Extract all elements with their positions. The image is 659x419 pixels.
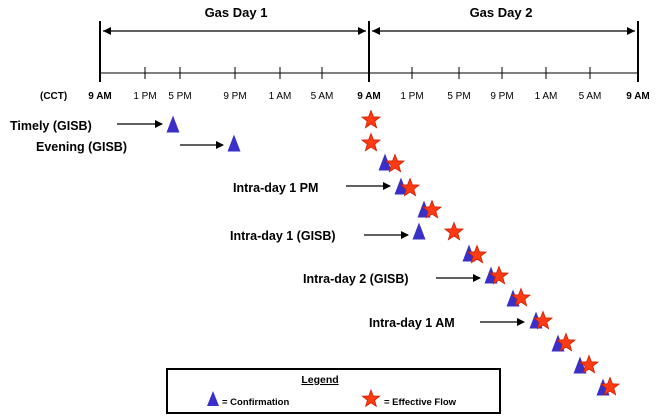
cycle-intraday-1am: Intra-day 1 AM bbox=[369, 316, 525, 330]
timeline-tick-label: 1 PM bbox=[400, 91, 423, 102]
gas-day-1-span bbox=[99, 21, 366, 62]
legend: Legend = Confirmation = Effective Flow bbox=[166, 368, 501, 414]
effective-flow-marker bbox=[421, 199, 443, 219]
confirmation-marker bbox=[573, 356, 587, 374]
event-markers bbox=[166, 109, 621, 396]
legend-confirmation-icon bbox=[207, 391, 219, 406]
cycle-label-intraday-2-gisb: Intra-day 2 (GISB) bbox=[303, 272, 409, 286]
cycle-intraday-1-gisb: Intra-day 1 (GISB) bbox=[230, 229, 409, 243]
cycle-label-intraday-1-gisb: Intra-day 1 (GISB) bbox=[230, 229, 336, 243]
gas-day-2-span bbox=[368, 21, 639, 82]
cycle-intraday-2-gisb: Intra-day 2 (GISB) bbox=[303, 272, 481, 286]
effective-flow-marker bbox=[578, 354, 600, 374]
legend-box bbox=[166, 368, 501, 414]
effective-flow-marker bbox=[466, 244, 488, 264]
timeline-tick-label: 9 PM bbox=[490, 91, 513, 102]
cycle-label-timely: Timely (GISB) bbox=[10, 119, 92, 133]
timeline-tick-label: 1 AM bbox=[269, 91, 292, 102]
timeline-tick-label: 9 AM bbox=[626, 91, 650, 102]
confirmation-marker bbox=[394, 177, 408, 195]
effective-flow-marker bbox=[399, 177, 421, 197]
cycle-timely: Timely (GISB) bbox=[10, 119, 163, 133]
timeline-axis: 9 AM 1 PM 5 PM 9 PM 1 AM 5 AM 9 AM 1 PM 5 PM 9 PM… bbox=[88, 62, 650, 102]
timezone-label: (CCT) bbox=[40, 91, 67, 102]
effective-flow-marker bbox=[360, 132, 382, 152]
effective-flow-marker bbox=[510, 287, 532, 307]
confirmation-marker bbox=[378, 153, 392, 171]
cycle-evening: Evening (GISB) bbox=[36, 140, 224, 154]
cycle-label-intraday-1am: Intra-day 1 AM bbox=[369, 316, 455, 330]
effective-flow-marker bbox=[532, 310, 554, 330]
timeline-tick-label: 5 AM bbox=[311, 91, 334, 102]
legend-effective-flow-icon bbox=[361, 388, 381, 408]
legend-title: Legend bbox=[301, 374, 338, 386]
confirmation-marker bbox=[166, 115, 180, 133]
effective-flow-marker bbox=[384, 153, 406, 173]
timeline-tick-label: 9 AM bbox=[357, 91, 381, 102]
effective-flow-marker bbox=[599, 376, 621, 396]
effective-flow-marker bbox=[555, 332, 577, 352]
timeline-tick-label: 9 AM bbox=[88, 91, 112, 102]
cycle-label-intraday-1pm: Intra-day 1 PM bbox=[233, 181, 318, 195]
cycle-label-evening: Evening (GISB) bbox=[36, 140, 127, 154]
timeline-tick-label: 5 PM bbox=[168, 91, 191, 102]
confirmation-marker bbox=[227, 134, 241, 152]
gas-day-2-label: Gas Day 2 bbox=[470, 5, 533, 20]
timeline-tick-label: 9 PM bbox=[223, 91, 246, 102]
timeline-tick-label: 5 AM bbox=[579, 91, 602, 102]
timeline-tick-label: 1 AM bbox=[535, 91, 558, 102]
effective-flow-marker bbox=[360, 109, 382, 129]
timeline-tick-label: 1 PM bbox=[133, 91, 156, 102]
effective-flow-marker bbox=[443, 221, 465, 241]
timeline-tick-label: 5 PM bbox=[447, 91, 470, 102]
confirmation-marker bbox=[412, 222, 426, 240]
legend-effective-flow-label: = Effective Flow bbox=[384, 397, 457, 408]
effective-flow-marker bbox=[488, 265, 510, 285]
gas-day-1-label: Gas Day 1 bbox=[205, 5, 268, 20]
cycle-intraday-1pm: Intra-day 1 PM bbox=[233, 181, 391, 195]
legend-confirmation-label: = Confirmation bbox=[222, 397, 289, 408]
